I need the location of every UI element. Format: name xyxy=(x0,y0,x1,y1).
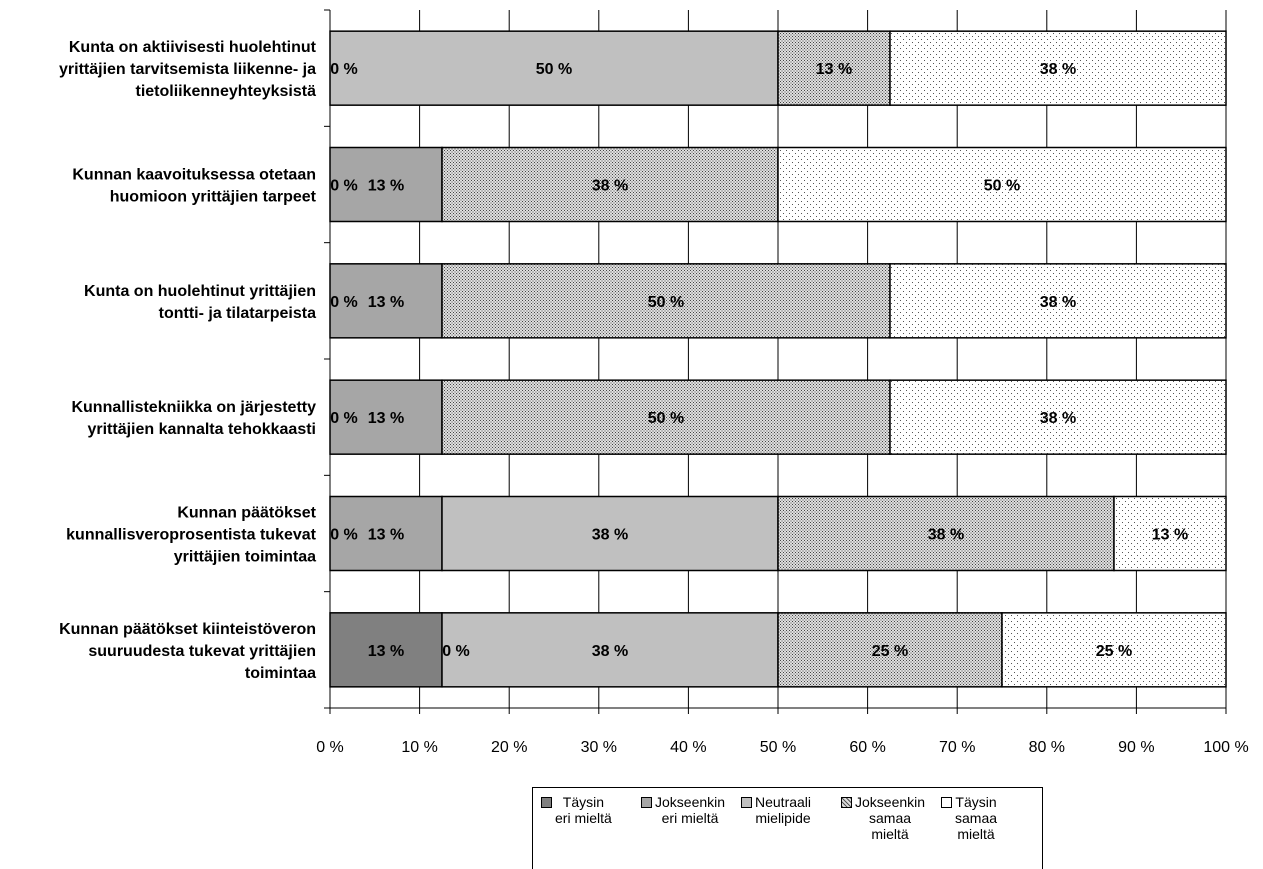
category-label: Kunnan kaavoituksessa otetaan huomioon yr… xyxy=(72,167,316,206)
data-label: 38 % xyxy=(1040,410,1076,427)
data-label: 0 % xyxy=(330,178,358,195)
data-label: 0 % xyxy=(442,643,470,660)
stacked-bar-chart: 0 % 50 % 13 % 38 % 0 % 13 % 38 % 50 % 0 % 13 % 50 … xyxy=(59,9,1249,756)
legend-item: Jokseenkin eri mieltä xyxy=(641,794,741,869)
legend-item: Jokseenkin samaa mieltä xyxy=(841,794,941,869)
data-label: 25 % xyxy=(1096,643,1132,660)
x-tick-label: 100 % xyxy=(1203,739,1248,756)
bar-segment xyxy=(441,612,779,688)
data-label: 38 % xyxy=(592,643,628,660)
data-label: 50 % xyxy=(984,178,1020,195)
data-label: 50 % xyxy=(648,410,684,427)
data-label: 13 % xyxy=(368,527,404,544)
data-label: 38 % xyxy=(1040,61,1076,78)
data-label: 13 % xyxy=(368,178,404,195)
bar-segment xyxy=(777,612,1003,688)
data-label: 38 % xyxy=(928,527,964,544)
bar-segment xyxy=(777,495,1115,572)
data-label: 13 % xyxy=(368,410,404,427)
bar-segment xyxy=(889,379,1227,455)
category-labels: Kunta on aktiivisesti huolehtinut yrittäj… xyxy=(59,39,317,682)
legend: Täysin eri mieltä Jokseenkin eri mieltä Neut… xyxy=(532,787,1043,869)
bar-segment xyxy=(889,30,1227,106)
data-label: 38 % xyxy=(592,527,628,544)
legend-item: Neutraali mielipide xyxy=(741,794,841,869)
bar-segment xyxy=(329,612,443,688)
bar-segment xyxy=(1113,495,1227,572)
axes xyxy=(324,9,1227,714)
data-label: 13 % xyxy=(816,61,852,78)
data-label: 0 % xyxy=(330,527,358,544)
bar-segment xyxy=(441,495,779,572)
bar-segment xyxy=(329,495,443,572)
legend-label: Jokseenkin eri mieltä xyxy=(655,794,726,826)
legend-label: Täysin samaa mieltä xyxy=(955,794,998,842)
data-label: 0 % xyxy=(330,410,358,427)
x-tick-label: 80 % xyxy=(1029,739,1065,756)
legend-label: Jokseenkin samaa mieltä xyxy=(855,794,926,842)
data-label: 0 % xyxy=(330,294,358,311)
data-label: 13 % xyxy=(368,294,404,311)
gridlines xyxy=(419,10,1227,708)
legend-swatch xyxy=(741,797,752,808)
legend-label: Täysin eri mieltä xyxy=(555,794,612,826)
x-tick-labels: 0 % 10 % 20 % 30 % 40 % 50 % 60 % 70 % 80 % 90 % 1… xyxy=(316,739,1248,756)
x-tick-label: 90 % xyxy=(1118,739,1154,756)
data-label: 50 % xyxy=(536,61,572,78)
x-tick-label: 70 % xyxy=(939,739,975,756)
x-tick-label: 20 % xyxy=(491,739,527,756)
data-label: 13 % xyxy=(1152,527,1188,544)
category-label: Kunta on huolehtinut yrittäjien tontti- j… xyxy=(84,283,316,322)
bar-segment xyxy=(441,263,891,339)
category-label: Kunnallistekniikka on järjestetty yrittäj… xyxy=(71,399,316,438)
bars-group xyxy=(329,30,1227,688)
data-label: 50 % xyxy=(648,294,684,311)
x-tick-label: 30 % xyxy=(581,739,617,756)
data-label: 38 % xyxy=(1040,294,1076,311)
legend-item: Täysin eri mieltä xyxy=(541,794,641,869)
legend-label: Neutraali mielipide xyxy=(755,794,812,826)
legend-swatch xyxy=(841,797,852,808)
data-label: 0 % xyxy=(330,61,358,78)
bar-segment xyxy=(329,263,443,339)
legend-item: Täysin samaa mieltä xyxy=(941,794,1041,869)
bar-segment xyxy=(777,146,1227,223)
bar-segment xyxy=(329,379,443,455)
data-label: 25 % xyxy=(872,643,908,660)
x-tick-label: 10 % xyxy=(401,739,437,756)
bar-segment xyxy=(441,146,779,223)
data-label: 38 % xyxy=(592,178,628,195)
category-label: Kunnan päätökset kunnallisveroprosentista… xyxy=(66,505,317,566)
x-tick-label: 60 % xyxy=(849,739,885,756)
bar-segment xyxy=(889,263,1227,339)
legend-swatch xyxy=(941,797,952,808)
legend-swatch xyxy=(641,797,652,808)
x-tick-label: 50 % xyxy=(760,739,796,756)
category-label: Kunta on aktiivisesti huolehtinut yrittäj… xyxy=(59,39,317,100)
x-tick-label: 40 % xyxy=(670,739,706,756)
data-labels: 0 % 50 % 13 % 38 % 0 % 13 % 38 % 50 % 0 % 13 % 50 … xyxy=(330,61,1188,660)
bar-segment xyxy=(441,379,891,455)
bar-segment xyxy=(777,30,891,106)
category-label: Kunnan päätökset kiinteistöveron suuruude… xyxy=(59,621,316,682)
x-tick-label: 0 % xyxy=(316,739,344,756)
data-label: 13 % xyxy=(368,643,404,660)
legend-swatch xyxy=(541,797,552,808)
bar-segment xyxy=(1001,612,1227,688)
